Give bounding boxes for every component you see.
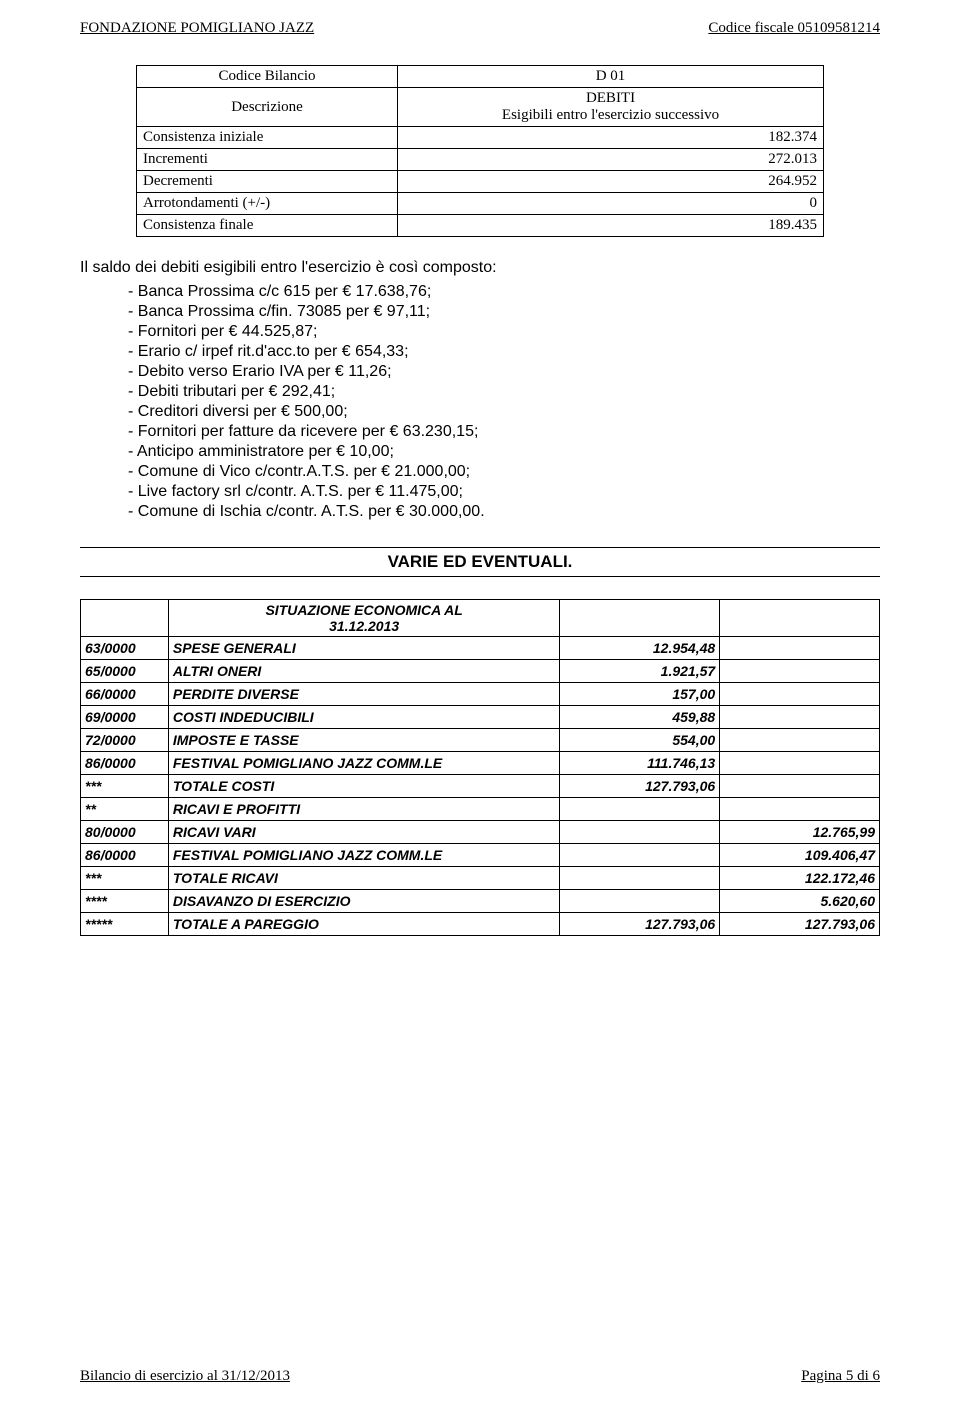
- econ-val: 554,00: [560, 729, 720, 752]
- econ-val2: [720, 775, 880, 798]
- econ-val: 459,88: [560, 706, 720, 729]
- list-item: Banca Prossima c/c 615 per € 17.638,76;: [128, 283, 880, 301]
- econ-code: ***: [81, 775, 169, 798]
- list-item: Banca Prossima c/fin. 73085 per € 97,11;: [128, 303, 880, 321]
- econ-val: [560, 798, 720, 821]
- econ-val: 111.746,13: [560, 752, 720, 775]
- list-item: Debito verso Erario IVA per € 11,26;: [128, 363, 880, 381]
- econ-val: 127.793,06: [560, 775, 720, 798]
- row-value: 189.435: [398, 215, 824, 237]
- econ-val: [560, 844, 720, 867]
- econ-code: **: [81, 798, 169, 821]
- econ-val2: 122.172,46: [720, 867, 880, 890]
- list-item: Live factory srl c/contr. A.T.S. per € 1…: [128, 483, 880, 501]
- header-left: FONDAZIONE POMIGLIANO JAZZ: [80, 20, 314, 37]
- econ-val2: [720, 683, 880, 706]
- row-value: 264.952: [398, 171, 824, 193]
- row-label: Arrotondamenti (+/-): [137, 193, 398, 215]
- econ-code: 86/0000: [81, 752, 169, 775]
- list-item: Comune di Vico c/contr.A.T.S. per € 21.0…: [128, 463, 880, 481]
- econ-val: 157,00: [560, 683, 720, 706]
- econ-code: 86/0000: [81, 844, 169, 867]
- descrizione-value: DEBITI Esigibili entro l'esercizio succe…: [398, 88, 824, 127]
- list-item: Erario c/ irpef rit.d'acc.to per € 654,3…: [128, 343, 880, 361]
- econ-desc: TOTALE A PAREGGIO: [168, 913, 560, 936]
- row-label: Consistenza finale: [137, 215, 398, 237]
- econ-code: 63/0000: [81, 637, 169, 660]
- header-right: Codice fiscale 05109581214: [708, 20, 880, 37]
- section-title: VARIE ED EVENTUALI.: [80, 547, 880, 577]
- econ-code: 72/0000: [81, 729, 169, 752]
- econ-val2: [720, 729, 880, 752]
- econ-val: [560, 890, 720, 913]
- list-item: Fornitori per fatture da ricevere per € …: [128, 423, 880, 441]
- descrizione-label: Descrizione: [137, 88, 398, 127]
- list-item: Anticipo amministratore per € 10,00;: [128, 443, 880, 461]
- econ-desc: RICAVI VARI: [168, 821, 560, 844]
- econ-val: 1.921,57: [560, 660, 720, 683]
- econ-header-empty: [720, 600, 880, 637]
- econ-desc: DISAVANZO DI ESERCIZIO: [168, 890, 560, 913]
- econ-desc: TOTALE RICAVI: [168, 867, 560, 890]
- econ-val: 12.954,48: [560, 637, 720, 660]
- economic-table: SITUAZIONE ECONOMICA AL31.12.2013 63/000…: [80, 599, 880, 936]
- econ-code: ***: [81, 867, 169, 890]
- econ-val: 127.793,06: [560, 913, 720, 936]
- row-label: Decrementi: [137, 171, 398, 193]
- econ-header-empty: [560, 600, 720, 637]
- econ-code: 69/0000: [81, 706, 169, 729]
- econ-desc: ALTRI ONERI: [168, 660, 560, 683]
- econ-val2: [720, 752, 880, 775]
- econ-val2: [720, 706, 880, 729]
- econ-desc: FESTIVAL POMIGLIANO JAZZ COMM.LE: [168, 844, 560, 867]
- codice-bilancio-table: Codice Bilancio D 01 Descrizione DEBITI …: [136, 65, 824, 237]
- econ-val: [560, 821, 720, 844]
- econ-val2: [720, 637, 880, 660]
- econ-val2: 5.620,60: [720, 890, 880, 913]
- list-item: Debiti tributari per € 292,41;: [128, 383, 880, 401]
- list-item: Comune di Ischia c/contr. A.T.S. per € 3…: [128, 503, 880, 521]
- econ-code: 65/0000: [81, 660, 169, 683]
- econ-header-empty: [81, 600, 169, 637]
- econ-val2: 12.765,99: [720, 821, 880, 844]
- econ-desc: RICAVI E PROFITTI: [168, 798, 560, 821]
- econ-val2: 109.406,47: [720, 844, 880, 867]
- econ-desc: TOTALE COSTI: [168, 775, 560, 798]
- econ-code: ****: [81, 890, 169, 913]
- footer-left: Bilancio di esercizio al 31/12/2013: [80, 1368, 290, 1385]
- intro-paragraph: Il saldo dei debiti esigibili entro l'es…: [80, 259, 880, 277]
- econ-desc: SPESE GENERALI: [168, 637, 560, 660]
- econ-desc: FESTIVAL POMIGLIANO JAZZ COMM.LE: [168, 752, 560, 775]
- econ-val2: [720, 660, 880, 683]
- row-value: 272.013: [398, 149, 824, 171]
- econ-desc: IMPOSTE E TASSE: [168, 729, 560, 752]
- econ-desc: PERDITE DIVERSE: [168, 683, 560, 706]
- list-item: Fornitori per € 44.525,87;: [128, 323, 880, 341]
- econ-val2: 127.793,06: [720, 913, 880, 936]
- footer-right: Pagina 5 di 6: [801, 1368, 880, 1385]
- row-value: 182.374: [398, 127, 824, 149]
- codice-value: D 01: [398, 66, 824, 88]
- debiti-list: Banca Prossima c/c 615 per € 17.638,76; …: [80, 283, 880, 521]
- row-value: 0: [398, 193, 824, 215]
- econ-desc: COSTI INDEDUCIBILI: [168, 706, 560, 729]
- list-item: Creditori diversi per € 500,00;: [128, 403, 880, 421]
- econ-header: SITUAZIONE ECONOMICA AL31.12.2013: [168, 600, 560, 637]
- codice-label: Codice Bilancio: [137, 66, 398, 88]
- row-label: Incrementi: [137, 149, 398, 171]
- econ-val: [560, 867, 720, 890]
- row-label: Consistenza iniziale: [137, 127, 398, 149]
- econ-val2: [720, 798, 880, 821]
- econ-code: *****: [81, 913, 169, 936]
- econ-code: 80/0000: [81, 821, 169, 844]
- econ-code: 66/0000: [81, 683, 169, 706]
